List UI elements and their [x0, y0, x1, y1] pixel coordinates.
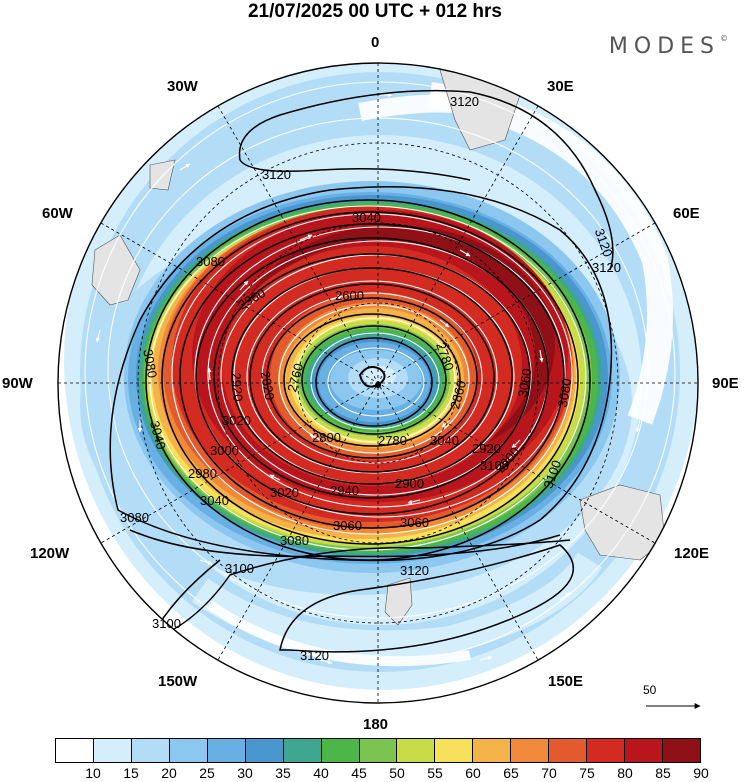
lon-label-30e: 30E — [547, 78, 574, 95]
geopotential-contours — [109, 89, 614, 653]
lon-label-60e: 60E — [673, 205, 700, 222]
colorbar-swatch — [511, 739, 550, 762]
colorbar-tick-label: 85 — [655, 765, 671, 781]
lon-label-150e: 150E — [548, 673, 584, 690]
lon-label-60w: 60W — [42, 205, 73, 222]
lon-label-120e: 120E — [674, 545, 710, 562]
south-pole-marker — [375, 382, 381, 388]
new-zealand-land — [384, 577, 413, 626]
colorbar-tick-label: 30 — [237, 765, 253, 781]
lon-label-180: 180 — [363, 716, 389, 733]
lon-label-0: 0 — [371, 34, 380, 51]
contour-label: 3120 — [450, 94, 479, 109]
colorbar-swatch — [93, 739, 132, 762]
colorbar-tick-label: 20 — [161, 765, 177, 781]
colorbar-tick-label: 35 — [275, 765, 291, 781]
contour-label: 3120 — [262, 167, 291, 182]
colorbar-tick-label: 75 — [579, 765, 595, 781]
contour-label: 3080 — [120, 510, 149, 525]
map-border — [57, 62, 699, 704]
wind-reference-arrow — [646, 703, 701, 709]
colorbar-swatch — [625, 739, 663, 762]
colorbar-tick-label: 15 — [123, 765, 139, 781]
modes-logo: MODES© — [609, 34, 728, 59]
contour-label: 3020 — [222, 413, 251, 428]
graticule — [58, 63, 698, 703]
colorbar-tick-label: 40 — [313, 765, 329, 781]
contour-label: 2600 — [335, 288, 364, 303]
contour-label: 3120 — [300, 648, 329, 663]
map-title: 21/07/2025 00 UTC + 012 hrs — [247, 1, 503, 22]
colorbar-ticks: 10 15 20 25 30 35 40 45 50 55 60 65 70 75 80 85 90 — [55, 765, 709, 782]
contour-label: 3080 — [555, 377, 575, 408]
colorbar-tick-label: 50 — [389, 765, 405, 781]
contour-label: 3120 — [400, 563, 429, 578]
contour-label: 3100 — [480, 458, 509, 473]
contour-label: 2800 — [312, 430, 341, 445]
contour-label: 3080 — [196, 254, 225, 269]
colorbar-swatch — [397, 739, 436, 762]
contour-label: 2920 — [228, 372, 245, 402]
contour-label: 2780 — [378, 433, 407, 448]
colorbar-swatch — [245, 739, 284, 762]
colorbar-tick-label: 90 — [693, 765, 709, 781]
colorbar-tick-label: 45 — [351, 765, 367, 781]
colorbar-swatch — [131, 739, 170, 762]
wind-reference-value: 50 — [643, 683, 657, 697]
lon-label-90w: 90W — [2, 375, 33, 392]
colorbar-tick-label: 55 — [427, 765, 443, 781]
contour-label: 3120 — [592, 260, 621, 275]
contour-label: 2940 — [330, 483, 359, 498]
colorbar-swatch — [207, 739, 246, 762]
contour-label: 3060 — [333, 518, 362, 533]
contour-label: 3060 — [400, 515, 429, 530]
colorbar-swatch — [435, 739, 474, 762]
colorbar-swatch — [359, 739, 398, 762]
contour-label: 3040 — [352, 210, 381, 225]
colorbar — [55, 738, 701, 763]
lon-label-30w: 30W — [167, 78, 198, 95]
contour-label: 2760 — [284, 362, 306, 394]
colorbar-tick-label: 60 — [465, 765, 481, 781]
contour-label: 3100 — [225, 561, 254, 576]
colorbar-swatch — [283, 739, 322, 762]
lon-label-90e: 90E — [712, 375, 739, 392]
colorbar-tick-label: 65 — [503, 765, 519, 781]
contour-label: 3040 — [147, 419, 169, 451]
colorbar-tick-label: 70 — [541, 765, 557, 781]
contour-label: 2980 — [188, 466, 217, 481]
colorbar-tick-label: 10 — [85, 765, 101, 781]
colorbar-swatch — [321, 739, 360, 762]
copyright-mark: © — [720, 34, 728, 43]
colorbar-swatch — [587, 739, 626, 762]
lon-label-120w: 120W — [30, 545, 70, 562]
contour-label: 3080 — [140, 348, 160, 379]
contour-label: 3040 — [430, 433, 459, 448]
colorbar-swatch — [169, 739, 208, 762]
contour-label: 2860 — [447, 379, 469, 411]
contour-label: 3080 — [280, 533, 309, 548]
colorbar-swatch — [549, 739, 588, 762]
flow-arrows — [95, 92, 641, 665]
contour-label: 3040 — [200, 493, 229, 508]
colorbar-swatch — [663, 739, 700, 762]
lon-label-150w: 150W — [158, 673, 198, 690]
contour-label: 2820 — [258, 370, 278, 401]
contour-label: 2900 — [395, 476, 424, 491]
brand-text: MODES — [608, 34, 720, 59]
colorbar-swatch — [56, 739, 94, 762]
contour-label: 3100 — [152, 616, 181, 631]
colorbar-swatch — [473, 739, 512, 762]
colorbar-tick-label: 80 — [617, 765, 633, 781]
colorbar-tick-label: 25 — [199, 765, 215, 781]
contour-label: 2920 — [472, 441, 501, 456]
contour-label: 3060 — [515, 367, 535, 398]
contour-label: 3020 — [270, 485, 299, 500]
contour-label: 3000 — [210, 443, 239, 458]
